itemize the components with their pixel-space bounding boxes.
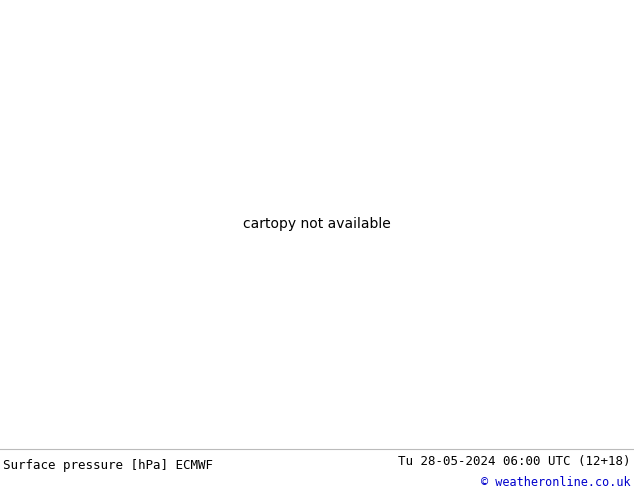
- Text: Tu 28-05-2024 06:00 UTC (12+18): Tu 28-05-2024 06:00 UTC (12+18): [398, 455, 631, 468]
- Text: Surface pressure [hPa] ECMWF: Surface pressure [hPa] ECMWF: [3, 459, 213, 471]
- Text: © weatheronline.co.uk: © weatheronline.co.uk: [481, 476, 631, 489]
- Text: cartopy not available: cartopy not available: [243, 217, 391, 231]
